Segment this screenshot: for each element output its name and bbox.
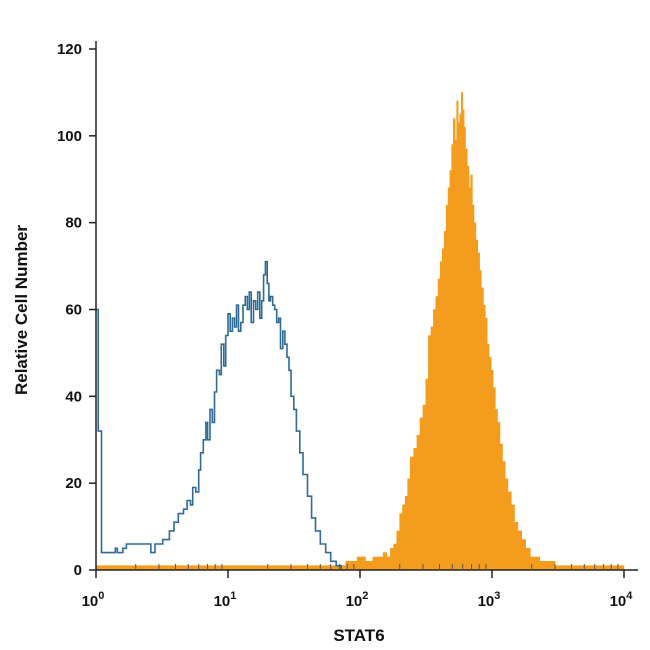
x-tick-label: 101 <box>214 590 237 610</box>
histogram-outline-series <box>96 260 342 570</box>
series-layer <box>95 92 625 571</box>
histogram-filled-series <box>95 92 625 571</box>
y-tick-label: 20 <box>65 475 82 492</box>
x-axis-title: STAT6 <box>333 626 384 645</box>
y-tick-label: 100 <box>57 128 82 145</box>
axes-layer: 0 20 40 60 80 100 120 100 101 102 103 104 <box>57 41 638 610</box>
y-tick-label: 0 <box>74 562 82 579</box>
y-axis-title: Relative Cell Number <box>12 225 31 395</box>
x-tick-label: 102 <box>346 590 369 610</box>
x-tick-label: 103 <box>478 590 501 610</box>
y-tick-label: 80 <box>65 215 82 232</box>
x-tick-label: 100 <box>82 590 105 610</box>
x-tick-label: 104 <box>610 590 634 610</box>
y-tick-label: 120 <box>57 41 82 58</box>
y-tick-label: 60 <box>65 302 82 319</box>
y-tick-label: 40 <box>65 388 82 405</box>
